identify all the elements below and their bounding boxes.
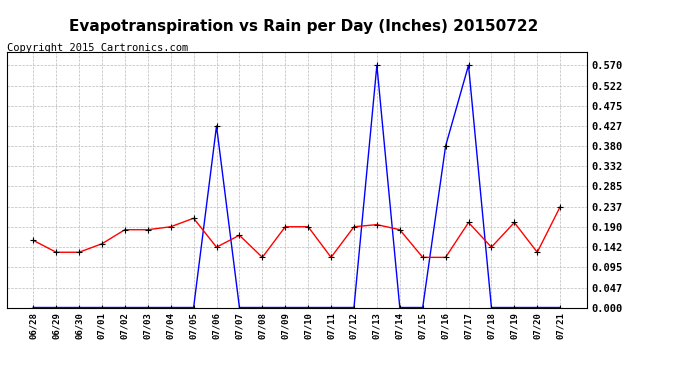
Text: ET  (Inches): ET (Inches) (534, 30, 604, 40)
Text: Copyright 2015 Cartronics.com: Copyright 2015 Cartronics.com (7, 43, 188, 53)
Text: Evapotranspiration vs Rain per Day (Inches) 20150722: Evapotranspiration vs Rain per Day (Inch… (69, 19, 538, 34)
Text: Rain  (Inches): Rain (Inches) (414, 30, 497, 40)
